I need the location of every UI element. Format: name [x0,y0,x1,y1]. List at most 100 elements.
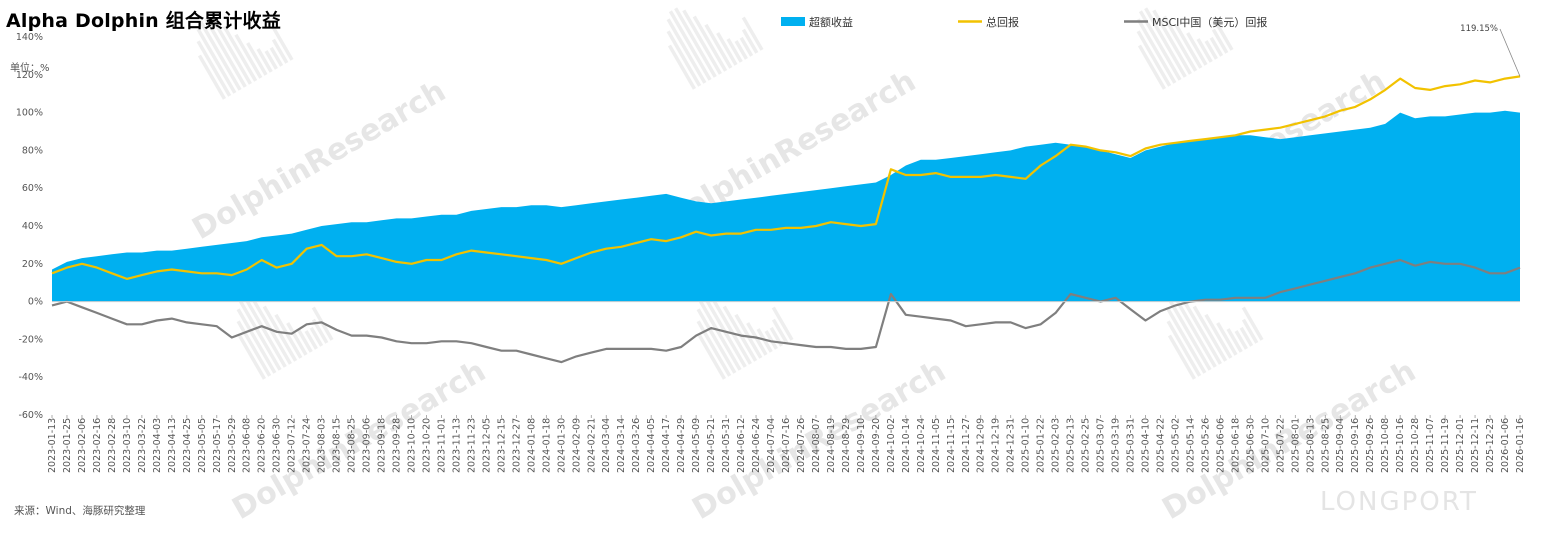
series-total-line [51,75,1521,280]
watermark-bar [236,308,277,374]
watermark-bar [764,330,778,350]
watermark-longport: LONGPORT [1320,487,1478,517]
x-tick-label: 2023-04-25 [182,418,193,473]
x-tick-label: 2024-09-10 [856,418,867,473]
watermark-bar [1186,32,1208,66]
x-tick-label: 2023-06-20 [257,418,268,473]
x-tick-label: 2023-09-06 [362,418,373,473]
watermark-0: DolphinResearch [187,17,452,247]
watermark-bar [1174,297,1217,368]
y-tick-label: 100% [16,108,43,119]
watermark-bar [741,28,759,54]
watermark-bar [304,330,318,350]
x-tick-label: 2024-07-04 [766,418,777,473]
watermark-bar [698,300,742,371]
x-tick-label: 2023-12-27 [511,418,522,473]
x-tick-label: 2025-05-26 [1200,418,1211,473]
x-tick-label: 2024-05-09 [691,418,702,473]
watermark-bar [269,46,284,67]
series-excess-area [52,110,1520,302]
x-tick-label: 2025-04-22 [1155,418,1166,473]
watermark-bar [271,38,289,64]
x-tick-label: 2024-08-07 [811,418,822,473]
x-tick-label: 2025-08-01 [1290,418,1301,473]
x-tick-label: 2025-05-02 [1170,418,1181,473]
x-tick-label: 2025-02-25 [1081,418,1092,473]
x-tick-label: 2024-12-19 [991,418,1002,473]
watermark-bar [244,297,287,368]
legend-total-label: 总回报 [986,15,1019,29]
x-tick-label: 2025-10-16 [1395,418,1406,473]
y-tick-label: 40% [22,221,43,232]
end-annotation: 119.15% [1460,24,1521,77]
watermark-bar [1162,15,1198,72]
watermark-bar [1239,326,1254,347]
x-tick-label: 2024-09-20 [871,418,882,473]
x-tick-label: 2023-11-13 [451,418,462,473]
watermark-bar [712,299,752,365]
legend-excess-label: 超额收益 [809,15,853,29]
watermark-bar [1136,30,1172,87]
x-tick-label: 2025-12-01 [1455,418,1466,473]
legend-excess-swatch [781,17,805,26]
x-tick-label: 2024-04-05 [646,418,657,473]
x-tick-label: 2024-02-09 [571,418,582,473]
x-tick-label: 2024-10-02 [886,418,897,473]
watermark-bar [274,313,303,359]
x-tick-label: 2026-01-16 [1515,418,1526,473]
x-tick-label: 2024-03-14 [616,418,627,473]
x-tick-label: 2025-03-19 [1111,418,1122,473]
y-tick-label: 140% [16,32,43,43]
watermark-bar [286,322,308,356]
watermark-bar [222,25,258,82]
x-tick-label: 2025-07-22 [1275,418,1286,473]
x-tick-label: 2025-08-13 [1305,418,1316,473]
watermark-bar [197,54,226,100]
y-tick-label: -60% [18,410,43,421]
x-tick-label: 2024-05-21 [706,418,717,473]
annotation-label: 119.15% [1460,24,1498,34]
x-tick-label: 2024-05-31 [721,418,732,473]
x-tick-label: 2024-11-15 [946,418,957,473]
x-tick-label: 2023-12-05 [481,418,492,473]
watermark-bar [722,305,758,362]
x-tick-label: 2024-11-27 [961,418,972,473]
y-tick-label: -20% [18,334,43,345]
x-tick-label: 2024-03-26 [631,418,642,473]
x-tick-label: 2025-05-14 [1185,418,1196,473]
watermark-bar [252,299,292,365]
watermark-bar [726,38,743,63]
watermark-bar [196,40,232,97]
watermark-bar [1211,28,1229,54]
watermark-bar [741,16,764,51]
watermark-bar [716,32,738,66]
x-tick-label: 2025-09-04 [1335,418,1346,473]
x-tick-label: 2025-02-13 [1066,418,1077,473]
watermark-bar [196,28,237,94]
watermark-bar [1209,36,1224,57]
watermark-bar [697,334,726,380]
x-tick-label: 2023-07-24 [302,418,313,473]
watermark-bar [667,44,696,90]
watermark-bar [666,30,702,87]
x-tick-label: 2023-11-01 [436,418,447,473]
x-tick-label: 2023-10-10 [407,418,418,473]
watermark-bar [1226,328,1243,353]
watermark-bar [212,19,252,85]
watermark-bar [1241,306,1264,341]
x-tick-label: 2025-10-28 [1410,418,1421,473]
watermark-bar [204,17,247,88]
x-tick-label: 2023-08-25 [347,418,358,473]
source-label: 来源：Wind、海豚研究整理 [14,505,146,517]
x-tick-label: 2026-01-06 [1500,418,1511,473]
x-tick-label: 2023-05-17 [212,418,223,473]
x-tick-label: 2025-08-25 [1320,418,1331,473]
x-tick-label: 2024-01-30 [556,418,567,473]
y-tick-label: -40% [18,372,43,383]
chart-title: Alpha Dolphin 组合累计收益 [6,10,281,32]
watermark-bar [1138,10,1182,81]
watermark-bar [666,18,707,84]
watermark-bar [264,50,278,70]
watermark-bar [771,306,794,341]
